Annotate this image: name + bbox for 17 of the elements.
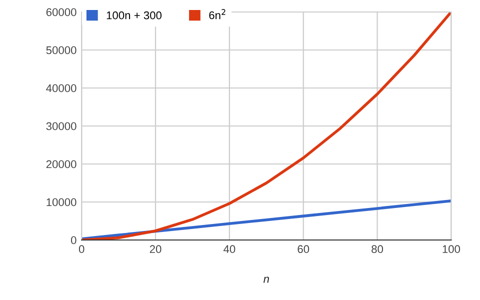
y-tick-label: 40000 (46, 84, 76, 92)
x-tick-label: 100 (442, 245, 460, 254)
x-axis-title: n (263, 276, 269, 283)
y-tick-label: 30000 (46, 122, 76, 130)
x-tick-label: 40 (224, 245, 236, 254)
y-tick-label: 60000 (46, 8, 76, 16)
legend-label: 6n$^{2}$ (209, 9, 226, 20)
line-series (82, 199, 452, 240)
y-tick-label: 10000 (46, 198, 76, 206)
legend-label: 100n + 300 (106, 11, 162, 20)
y-tick-label: 50000 (46, 46, 76, 54)
x-tick-label: 0 (78, 245, 84, 254)
y-tick-label: 20000 (46, 160, 76, 168)
x-tick-label: 80 (372, 245, 384, 254)
x-tick-label: 20 (150, 245, 162, 254)
y-tick-label: 0 (70, 236, 76, 244)
x-tick-label: 60 (298, 245, 310, 254)
